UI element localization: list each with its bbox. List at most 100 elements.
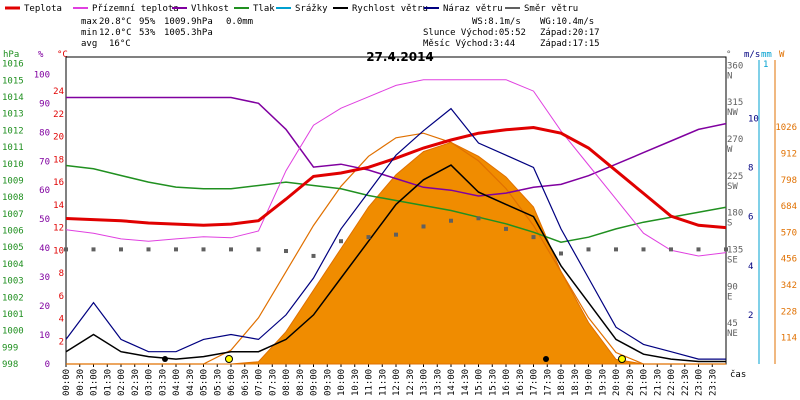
pct-tick-label: 30 xyxy=(39,273,50,283)
time-tick-label: 07:00 xyxy=(255,369,265,396)
wind-direction-point xyxy=(421,224,426,229)
unit-wm2: W xyxy=(779,50,785,60)
temp-tick-label: 4 xyxy=(59,315,64,325)
wm2-tick-label: 114 xyxy=(781,334,797,344)
wm2-tick-label: 570 xyxy=(781,228,797,238)
stat-min-hum: 53% xyxy=(139,28,156,38)
time-tick-label: 14:00 xyxy=(447,369,457,396)
time-tick-label: 05:00 xyxy=(200,369,210,396)
wind-direction-point xyxy=(146,247,151,252)
hpa-tick-label: 1001 xyxy=(2,310,24,320)
mm-tick-label: 1 xyxy=(763,60,768,70)
unit-ms: m/s xyxy=(744,50,760,60)
wind-direction-point xyxy=(91,247,96,252)
wind-direction-point xyxy=(504,226,508,231)
time-tick-label: 23:00 xyxy=(695,369,705,396)
wm2-tick-label: 342 xyxy=(781,281,797,291)
wind-direction-point xyxy=(614,247,618,252)
dir-tick-label: 225 xyxy=(727,172,743,182)
time-tick-label: 16:30 xyxy=(516,369,526,396)
unit-pct: % xyxy=(38,50,44,60)
stat-max-label: max xyxy=(81,17,98,27)
hpa-tick-label: 1007 xyxy=(2,210,24,220)
time-tick-label: 19:30 xyxy=(598,369,608,396)
pct-tick-label: 60 xyxy=(39,186,50,196)
time-tick-label: 08:00 xyxy=(282,369,292,396)
hpa-tick-label: 998 xyxy=(2,360,18,370)
series-lines xyxy=(65,79,727,363)
pct-tick-label: 100 xyxy=(34,70,50,80)
humidity-line xyxy=(66,96,727,197)
unit-mm: mm xyxy=(761,50,772,60)
time-tick-label: 18:30 xyxy=(571,369,581,396)
hpa-tick-label: 1012 xyxy=(2,126,24,136)
dir-tick-label: 135 xyxy=(727,245,743,255)
dir-compass-label: SE xyxy=(727,255,738,265)
time-tick-label: 07:30 xyxy=(268,369,278,396)
hpa-tick-label: 999 xyxy=(2,343,18,353)
time-tick-label: 11:30 xyxy=(378,369,388,396)
hpa-tick-label: 1014 xyxy=(2,93,24,103)
wind-direction-point xyxy=(119,247,123,252)
dir-tick-label: 90 xyxy=(727,282,738,292)
dir-compass-label: NE xyxy=(727,329,738,339)
wind-direction-point xyxy=(64,247,68,252)
time-tick-label: 11:00 xyxy=(365,369,375,396)
sunset-marker xyxy=(618,355,626,363)
dir-tick-label: 315 xyxy=(727,98,743,108)
time-tick-label: 06:30 xyxy=(241,369,251,396)
wind-direction-point xyxy=(339,239,343,244)
hpa-tick-label: 1010 xyxy=(2,160,24,170)
dir-compass-label: E xyxy=(727,292,732,302)
wind-direction-point xyxy=(531,235,536,240)
stat-avg-label: avg xyxy=(81,39,97,49)
time-tick-label: 08:30 xyxy=(296,369,306,396)
time-tick-label: 22:00 xyxy=(667,369,677,396)
wind-direction-point xyxy=(201,247,206,252)
unit-hpa: hPa xyxy=(3,50,19,60)
temp-tick-label: 10 xyxy=(53,246,64,256)
time-tick-label: 05:30 xyxy=(213,369,223,396)
time-tick-label: 00:00 xyxy=(62,369,72,396)
solar-area xyxy=(66,132,726,365)
time-tick-label: 13:00 xyxy=(420,369,430,396)
time-tick-label: 02:00 xyxy=(117,369,127,396)
pct-tick-label: 10 xyxy=(39,331,50,341)
pct-tick-label: 90 xyxy=(39,99,50,109)
stat-max-rain: 0.0mm xyxy=(226,17,253,27)
stat-min-temp: 12.0°C xyxy=(99,28,132,38)
stat-min-press: 1005.3hPa xyxy=(164,28,213,38)
time-tick-label: 00:30 xyxy=(76,369,86,396)
dir-compass-label: W xyxy=(727,145,733,155)
time-tick-label: 06:00 xyxy=(227,369,237,396)
hpa-tick-label: 1016 xyxy=(2,60,24,70)
ms-tick-label: 8 xyxy=(748,164,753,174)
temp-tick-label: 2 xyxy=(59,337,64,347)
wind-direction-point xyxy=(724,247,728,252)
pct-tick-label: 70 xyxy=(39,157,50,167)
moonset-marker xyxy=(543,356,549,362)
time-tick-label: 22:30 xyxy=(681,369,691,396)
dir-compass-label: S xyxy=(727,219,732,229)
tick-labels: 00:00 00:30 01:00 01:30 02:00 02:30 03:00 03:30… xyxy=(2,60,797,396)
dir-compass-label: N xyxy=(727,71,732,81)
time-tick-label: 20:30 xyxy=(626,369,636,396)
hpa-tick-label: 1011 xyxy=(2,143,24,153)
temp-tick-label: 22 xyxy=(53,110,64,120)
dir-tick-label: 270 xyxy=(727,135,743,145)
wind-direction-point xyxy=(366,235,371,240)
wind-direction-point xyxy=(394,232,398,237)
stat-avg-temp: 16°C xyxy=(109,39,131,49)
time-tick-label: 09:30 xyxy=(323,369,333,396)
time-tick-label: 21:00 xyxy=(640,369,650,396)
legend: Teplota Přízemní teplota Vlhkost Tlak Sr… xyxy=(5,4,578,14)
wind-direction-point xyxy=(449,218,453,223)
time-tick-label: 18:00 xyxy=(557,369,567,396)
wind-direction-point xyxy=(256,247,261,252)
hpa-tick-label: 1008 xyxy=(2,193,24,203)
time-tick-label: 13:30 xyxy=(433,369,443,396)
time-tick-label: 12:30 xyxy=(406,369,416,396)
wind-gust-line xyxy=(65,107,726,360)
temperature-line xyxy=(65,125,727,230)
